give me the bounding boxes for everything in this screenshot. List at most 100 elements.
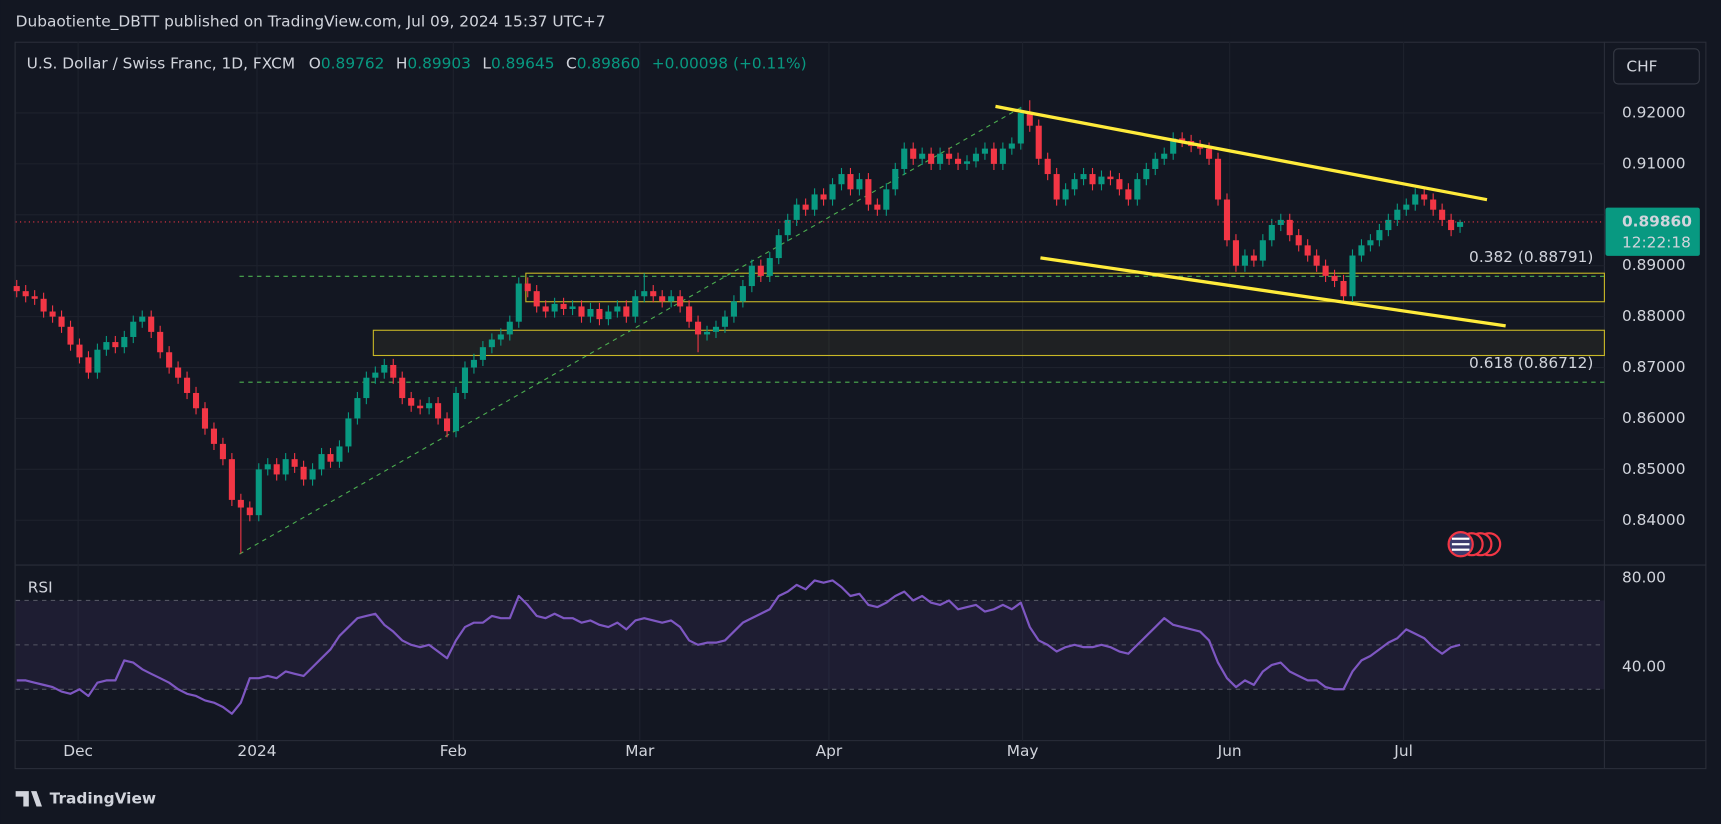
candle-body: [999, 148, 1006, 164]
candles: [13, 100, 1464, 554]
candle-body: [67, 326, 74, 345]
candle-body: [210, 428, 218, 444]
candle-body: [76, 344, 83, 358]
candle-body: [775, 235, 782, 259]
candle-body: [972, 153, 980, 162]
candle-body: [596, 308, 603, 320]
candle-body: [426, 403, 433, 409]
candle-body: [246, 507, 253, 516]
candle-body: [228, 459, 235, 500]
x-tick-label: Jul: [1393, 742, 1413, 760]
currency-label[interactable]: CHF: [1626, 57, 1657, 75]
publisher-header: Dubaotiente_DBTT published on TradingVie…: [16, 12, 606, 31]
legend-key: L: [482, 54, 491, 72]
candle-body: [802, 204, 809, 210]
candle-body: [1053, 174, 1060, 200]
candle-body: [730, 301, 737, 317]
y-tick-label: 0.91000: [1622, 154, 1686, 172]
candle-body: [614, 306, 621, 312]
currency-button[interactable]: [1613, 48, 1700, 85]
candle-body: [1394, 209, 1401, 220]
candle-body: [874, 204, 881, 210]
candle-body: [443, 418, 451, 432]
candle-body: [883, 189, 890, 210]
candle-body: [1232, 240, 1239, 266]
candle-body: [264, 464, 271, 470]
candle-body: [1170, 138, 1177, 154]
candle-body: [139, 316, 146, 322]
last-price-tag: [1605, 207, 1700, 256]
candle-body: [192, 392, 200, 409]
legend-value: 0.89645: [491, 54, 555, 72]
candle-body: [488, 339, 495, 348]
candle-body: [1125, 189, 1132, 200]
symbol-title: U.S. Dollar / Swiss Franc, 1D, FXCM: [27, 54, 296, 72]
candle-body: [659, 296, 666, 302]
candle-body: [739, 286, 746, 302]
chart-frame: [14, 41, 1707, 770]
candle-body: [327, 454, 334, 462]
candle-body: [237, 499, 244, 508]
candle-body: [1071, 179, 1078, 190]
fib-label: 0.382 (0.88791): [1469, 248, 1593, 266]
candle-body: [820, 194, 827, 200]
candle-body: [721, 316, 729, 327]
candle-body: [1008, 143, 1015, 149]
candle-body: [470, 359, 477, 368]
candle-body: [605, 311, 612, 320]
candle-body: [632, 296, 639, 317]
candle-body: [1223, 199, 1231, 241]
brand-name: TradingView: [50, 789, 156, 807]
candle-body: [1349, 255, 1356, 297]
candle-body: [13, 286, 20, 292]
candle-body: [201, 408, 209, 429]
candle-body: [1322, 265, 1329, 276]
candle-body: [677, 296, 684, 307]
candle-body: [1206, 148, 1213, 159]
candle-body: [811, 194, 818, 210]
candle-body: [587, 308, 594, 317]
candle-body: [1179, 138, 1186, 141]
candle-body: [892, 168, 899, 190]
candle-body: [569, 306, 576, 309]
candle-body: [793, 204, 800, 220]
candle-body: [1385, 219, 1392, 231]
x-tick-label: 2024: [237, 742, 276, 760]
candle-body: [121, 336, 128, 348]
rsi-label: RSI: [28, 579, 53, 597]
candle-body: [1143, 168, 1150, 180]
candle-body: [865, 179, 872, 205]
candle-body: [381, 364, 388, 373]
legend-key: H: [396, 54, 408, 72]
candle-body: [1268, 224, 1275, 241]
candle-body: [1313, 255, 1320, 266]
brand-logo: [15, 791, 42, 807]
candle-body: [641, 291, 648, 297]
candle-body: [1026, 112, 1033, 126]
candle-body: [1448, 219, 1455, 231]
candle-body: [1286, 219, 1293, 236]
candle-body: [928, 153, 935, 164]
candle-body: [515, 283, 522, 322]
candle-body: [578, 306, 585, 317]
candle-body: [282, 459, 289, 475]
rsi-line: [16, 579, 1461, 715]
candle-body: [273, 464, 280, 475]
candle-body: [937, 153, 944, 164]
candle-body: [533, 291, 540, 307]
candle-body: [919, 153, 926, 159]
candle-body: [847, 174, 854, 190]
candle-body: [345, 418, 352, 447]
candle-body: [40, 298, 47, 312]
candle-body: [1259, 240, 1266, 261]
candle-body: [435, 403, 442, 419]
candle-body: [1304, 245, 1311, 256]
candle-body: [829, 184, 836, 200]
y-tick-label: 0.85000: [1622, 460, 1686, 478]
candle-body: [1152, 158, 1159, 169]
legend-key: O: [309, 54, 321, 72]
candle-body: [1358, 245, 1365, 256]
zone-box: [372, 329, 1605, 357]
candle-body: [712, 326, 720, 332]
